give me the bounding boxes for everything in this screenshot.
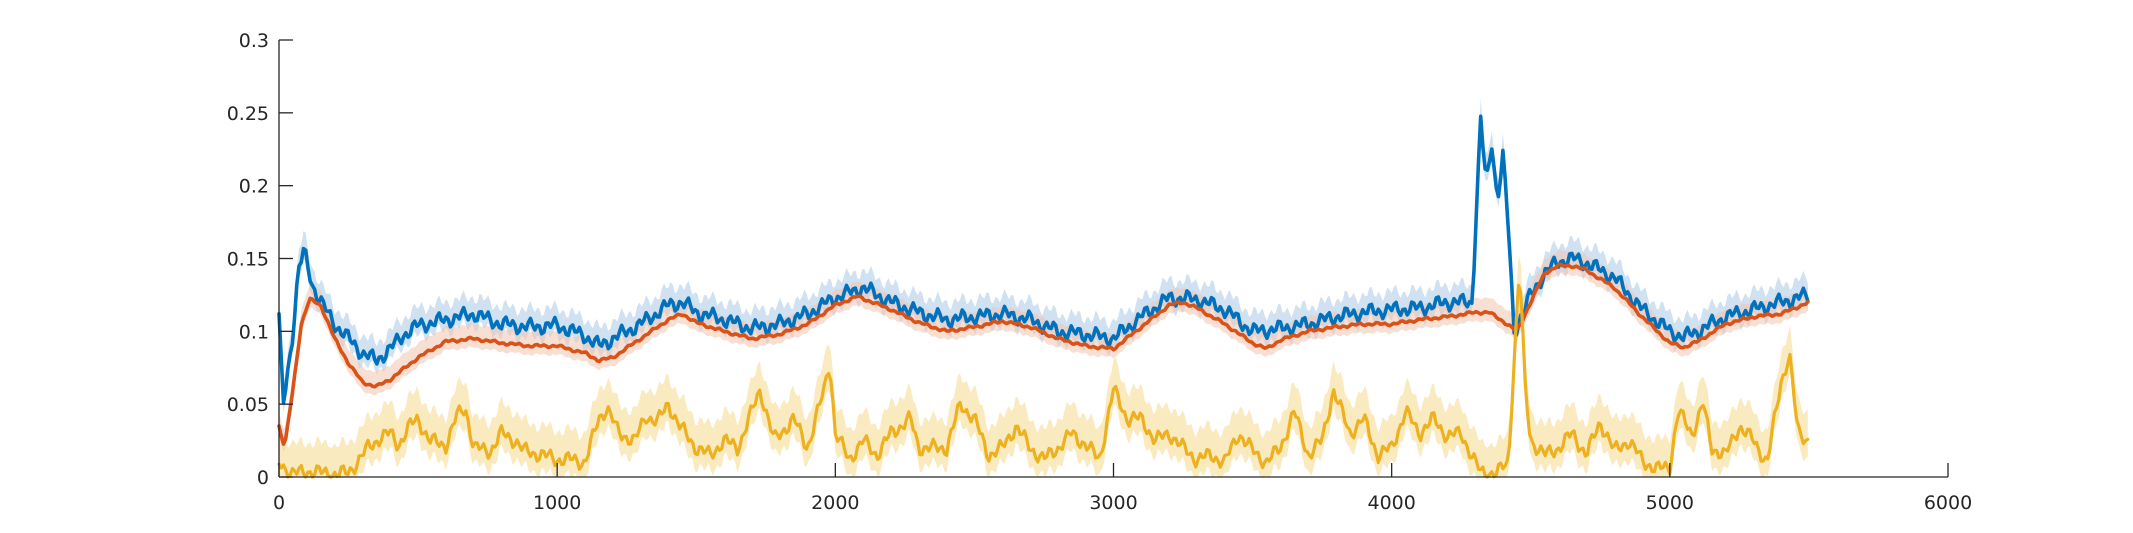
y-tick-label: 0 — [257, 467, 269, 489]
x-tick-label: 3000 — [1089, 492, 1137, 514]
x-tick-label: 6000 — [1924, 492, 1972, 514]
x-tick-label: 0 — [273, 492, 285, 514]
series-2-line — [277, 262, 1810, 446]
y-tick-label: 0.25 — [227, 103, 269, 125]
confidence-bands — [279, 98, 1808, 477]
y-tick-label: 0.2 — [239, 176, 269, 198]
x-tick-label: 5000 — [1646, 492, 1694, 514]
y-tick-label: 0.05 — [227, 394, 269, 416]
series-lines — [277, 114, 1810, 479]
y-tick-label: 0.1 — [239, 321, 269, 343]
series-3-band — [279, 256, 1808, 477]
x-tick-label: 2000 — [811, 492, 859, 514]
y-axis-ticks: 0 0.05 0.1 0.15 0.2 0.25 0.3 — [227, 30, 293, 489]
series-1-line — [277, 114, 1810, 405]
y-tick-label: 0.3 — [239, 30, 269, 52]
x-tick-label: 4000 — [1367, 492, 1415, 514]
series-3-line — [277, 283, 1810, 479]
x-tick-label: 1000 — [533, 492, 581, 514]
y-tick-label: 0.15 — [227, 249, 269, 271]
x-axis-ticks: 0 1000 2000 3000 4000 5000 6000 — [273, 463, 1972, 514]
